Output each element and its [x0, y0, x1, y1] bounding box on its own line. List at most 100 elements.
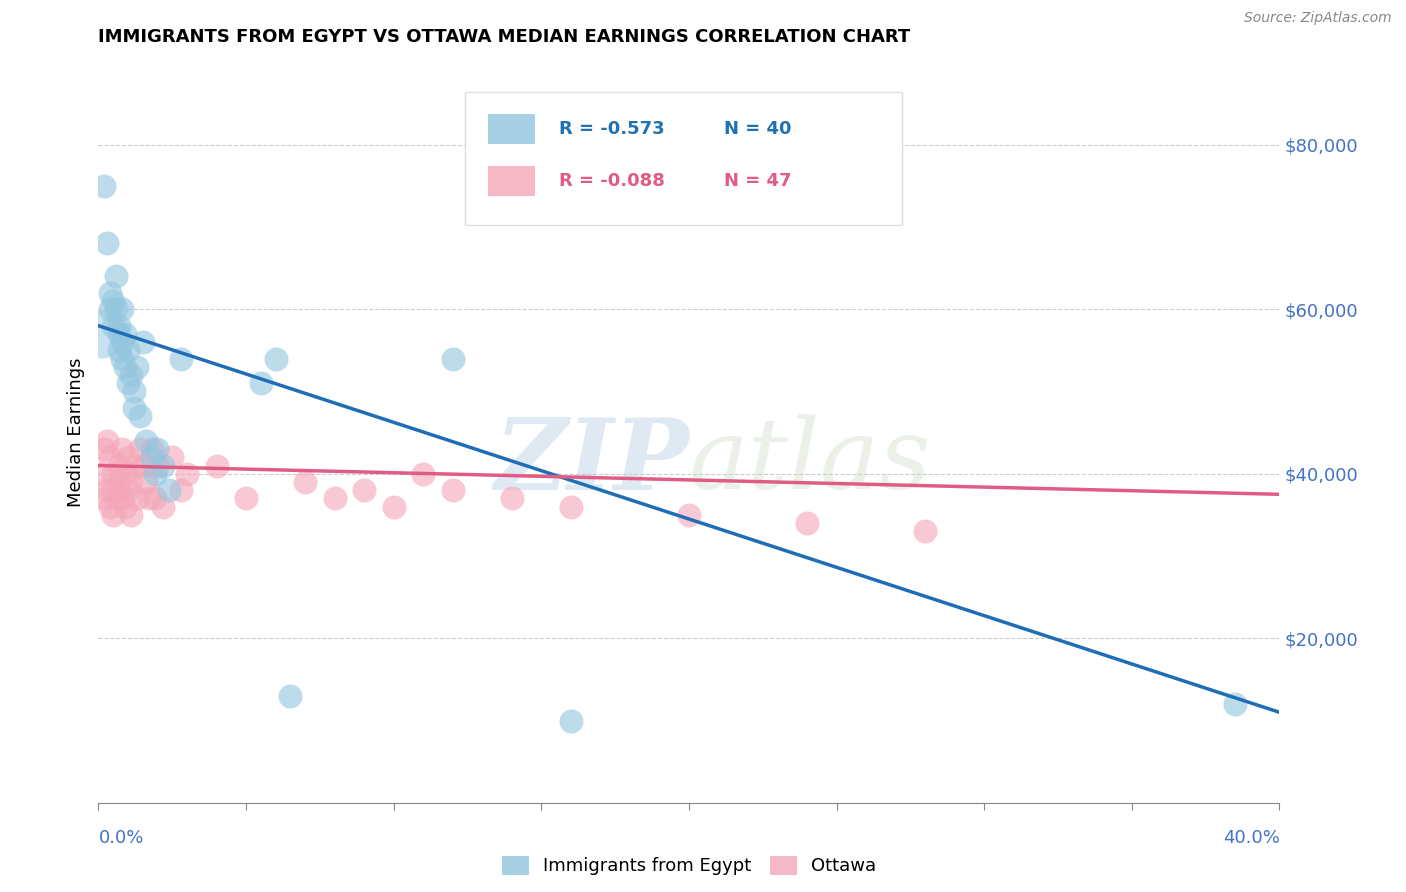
Point [105, 491, 128, 506]
Point [157, 483, 180, 498]
Point [441, 351, 464, 366]
Point [125, 491, 148, 506]
Point [294, 475, 316, 489]
Point [117, 343, 139, 358]
Point [323, 491, 346, 506]
Point [170, 483, 193, 498]
Point [235, 491, 257, 506]
Point [141, 450, 163, 465]
Point [103, 467, 125, 481]
Point [135, 434, 157, 448]
Point [108, 475, 131, 489]
Point [103, 293, 125, 308]
Point [98, 500, 121, 514]
Point [93, 178, 115, 193]
Point [382, 500, 405, 514]
Legend: Immigrants from Egypt, Ottawa: Immigrants from Egypt, Ottawa [495, 849, 883, 882]
Point [103, 318, 125, 333]
Text: ZIP: ZIP [494, 414, 689, 510]
Point [146, 458, 169, 473]
Point [135, 475, 157, 489]
Point [103, 483, 125, 498]
Point [98, 450, 121, 465]
Point [90, 326, 112, 341]
Point [111, 302, 134, 317]
Point [122, 384, 145, 399]
Text: N = 40: N = 40 [724, 120, 792, 138]
Point [146, 442, 169, 456]
Point [264, 351, 287, 366]
Text: 40.0%: 40.0% [1223, 829, 1279, 847]
Y-axis label: Median Earnings: Median Earnings [66, 358, 84, 508]
Point [132, 335, 155, 350]
Point [117, 450, 139, 465]
Point [122, 401, 145, 415]
Point [93, 442, 115, 456]
Point [111, 491, 134, 506]
Point [128, 409, 150, 424]
Point [117, 376, 139, 391]
Point [105, 269, 128, 284]
Point [108, 343, 131, 358]
Point [111, 335, 134, 350]
Point [560, 500, 582, 514]
FancyBboxPatch shape [488, 166, 536, 195]
Point [114, 500, 136, 514]
Point [132, 458, 155, 473]
Point [138, 491, 160, 506]
Point [678, 508, 700, 522]
Text: 0.0%: 0.0% [98, 829, 143, 847]
FancyBboxPatch shape [464, 92, 901, 226]
Point [412, 467, 434, 481]
Point [96, 434, 118, 448]
Point [125, 359, 148, 374]
Point [108, 458, 131, 473]
Point [111, 442, 134, 456]
Point [122, 458, 145, 473]
Point [441, 483, 464, 498]
Point [501, 491, 523, 506]
Point [120, 368, 142, 382]
Point [108, 326, 131, 341]
Point [120, 475, 142, 489]
Point [914, 524, 936, 539]
Point [162, 450, 183, 465]
Point [280, 689, 302, 703]
Point [108, 318, 131, 333]
Point [205, 458, 228, 473]
Text: atlas: atlas [689, 415, 932, 510]
FancyBboxPatch shape [488, 114, 536, 144]
Point [141, 442, 163, 456]
Point [128, 442, 150, 456]
Point [111, 351, 134, 366]
Point [176, 467, 198, 481]
Point [353, 483, 375, 498]
Text: N = 47: N = 47 [724, 172, 792, 190]
Point [114, 359, 136, 374]
Point [96, 236, 118, 251]
Point [114, 467, 136, 481]
Point [143, 491, 166, 506]
Text: R = -0.088: R = -0.088 [560, 172, 665, 190]
Point [96, 483, 118, 498]
Text: R = -0.573: R = -0.573 [560, 120, 665, 138]
Text: IMMIGRANTS FROM EGYPT VS OTTAWA MEDIAN EARNINGS CORRELATION CHART: IMMIGRANTS FROM EGYPT VS OTTAWA MEDIAN E… [98, 28, 911, 45]
Point [103, 508, 125, 522]
Point [98, 302, 121, 317]
Point [93, 491, 115, 506]
Point [1225, 697, 1247, 711]
Point [796, 516, 818, 530]
Point [90, 467, 112, 481]
Point [170, 351, 193, 366]
Point [152, 500, 174, 514]
Text: Source: ZipAtlas.com: Source: ZipAtlas.com [1244, 12, 1392, 25]
Point [117, 483, 139, 498]
Point [250, 376, 273, 391]
Point [120, 508, 142, 522]
Point [152, 458, 174, 473]
Point [114, 326, 136, 341]
Point [560, 714, 582, 728]
Point [98, 285, 121, 300]
Point [105, 302, 128, 317]
Point [143, 467, 166, 481]
